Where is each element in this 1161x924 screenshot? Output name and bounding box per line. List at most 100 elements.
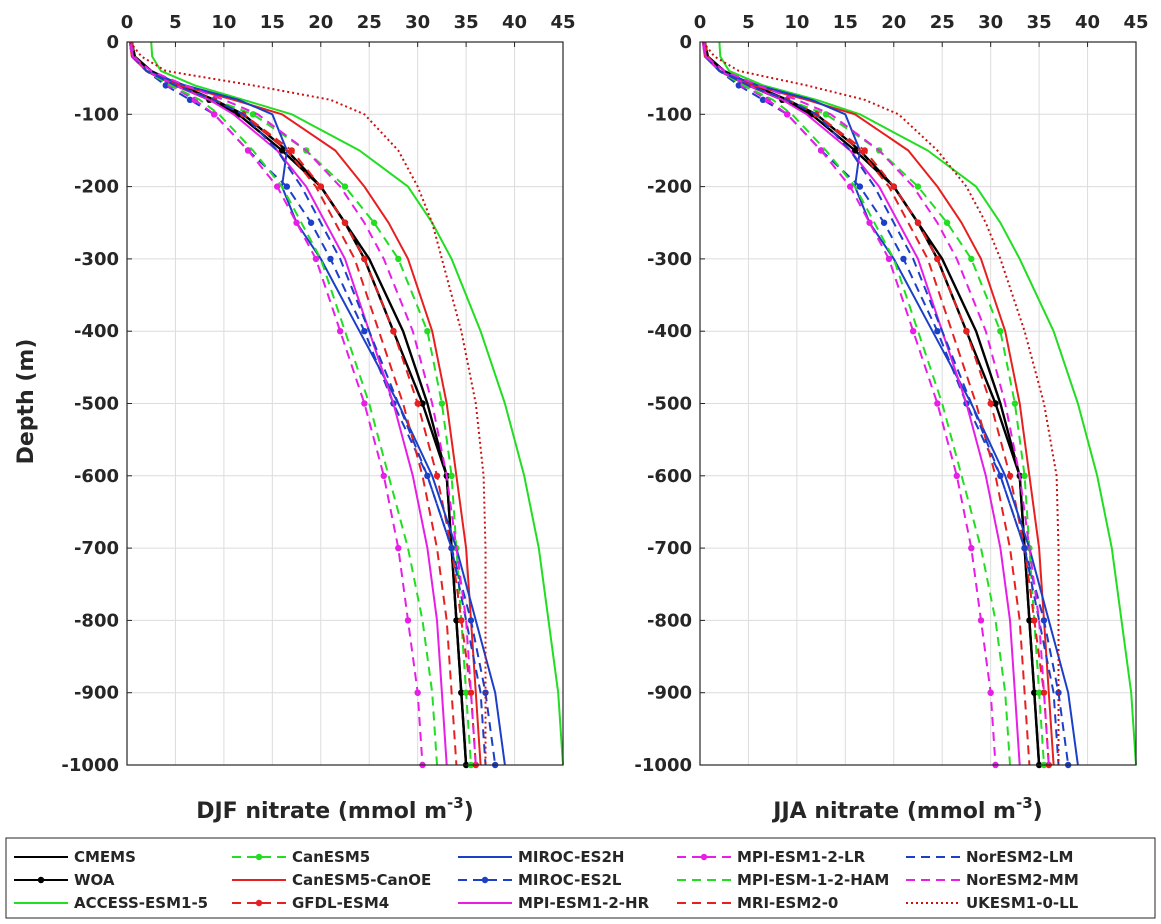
x-tick-label: 10 (211, 12, 236, 33)
series-line-mpi-esm-1-2-ham (702, 41, 1011, 766)
x-tick-label: 10 (784, 12, 809, 33)
series-point-canesm5 (914, 183, 922, 190)
series-point-woa (992, 400, 999, 407)
y-tick-label: -300 (647, 249, 692, 270)
series-point-gfdl-esm4 (963, 328, 970, 335)
x-tick-label: 40 (502, 12, 527, 33)
series-point-miroc-es2l (934, 328, 941, 335)
legend: CMEMS WOA ACCESS-ESM1-5 CanESM5 CanESM5-CanO… (5, 837, 1156, 919)
x-tick-label: 20 (308, 12, 333, 33)
x-axis-label-superscript: -3 (447, 794, 464, 812)
y-tick-label: -1000 (634, 755, 692, 776)
panel-jja: 0 5 10 15 20 25 30 35 40 45 0 -100 -200 -300 -400 -500 -… (634, 12, 1148, 824)
series-point-canesm5 (462, 689, 470, 696)
series-point-gfdl-esm4 (414, 400, 421, 407)
series-point-miroc-es2l (186, 96, 194, 104)
series-line-canesm5-canoe (701, 41, 1055, 766)
x-axis-label-text: DJF nitrate (mmol m (196, 799, 447, 824)
x-tick-label: 35 (454, 12, 479, 33)
series-point-miroc-es2l (448, 544, 455, 552)
series-point-canesm5 (341, 183, 349, 190)
series-point-canesm5 (822, 111, 830, 118)
x-axis-label: JJA nitrate (mmol m-3) (771, 794, 1042, 824)
legend-label-noresm2-mm: NorESM2-MM (966, 871, 1079, 889)
series-line-noresm2-lm (702, 41, 1060, 766)
y-tick-label: -100 (647, 104, 692, 125)
series-point-woa (453, 617, 460, 624)
series-point-mpi-esm1-2-lr (817, 147, 825, 154)
series-point-gfdl-esm4 (288, 147, 295, 154)
series-point-mpi-esm1-2-lr (244, 147, 252, 154)
y-tick-label: -900 (74, 683, 119, 704)
y-tick-label: -200 (647, 177, 692, 198)
legend-label-canesm5-canoe: CanESM5-CanOE (292, 871, 431, 889)
y-tick-label: -900 (647, 683, 692, 704)
series-point-gfdl-esm4 (861, 147, 868, 154)
series-point-gfdl-esm4 (433, 472, 441, 479)
x-axis-label-end: ) (1033, 799, 1043, 824)
series-point-mpi-esm1-2-lr (909, 328, 917, 335)
y-tick-label: -800 (647, 610, 692, 631)
series-point-canesm5 (1021, 472, 1028, 479)
series-point-canesm5 (424, 328, 431, 335)
series-point-miroc-es2l (856, 183, 864, 190)
series-point-miroc-es2l (900, 255, 907, 263)
series-point-miroc-es2l (467, 617, 475, 624)
series-point-canesm5 (370, 219, 378, 226)
x-tick-label: 45 (550, 12, 575, 33)
series-point-miroc-es2l (735, 82, 742, 89)
series-point-gfdl-esm4 (1006, 472, 1014, 479)
legend-marker-mpi-esm1-2-lr (700, 853, 708, 861)
series-point-gfdl-esm4 (341, 219, 349, 226)
series-point-mpi-esm1-2-lr (404, 617, 412, 624)
y-tick-label: -100 (74, 104, 119, 125)
y-tick-label: -500 (74, 394, 119, 415)
series-point-mpi-esm1-2-lr (934, 400, 941, 407)
axes-frame (699, 41, 1137, 766)
x-tick-label: 5 (169, 12, 182, 33)
y-tick-label: 0 (679, 32, 692, 53)
series-point-woa (851, 147, 859, 154)
series-point-mpi-esm1-2-lr (211, 111, 218, 118)
legend-label-mri-esm2-0: MRI-ESM2-0 (737, 894, 838, 912)
series-point-gfdl-esm4 (934, 255, 941, 263)
series-point-mpi-esm1-2-lr (380, 472, 387, 479)
y-tick-label: -600 (74, 466, 119, 487)
y-tick-label: -800 (74, 610, 119, 631)
series-point-canesm5 (395, 255, 402, 263)
y-tick-label: -300 (74, 249, 119, 270)
series-line-canesm5-canoe (128, 41, 482, 766)
x-tick-label: 40 (1075, 12, 1100, 33)
x-tick-label: 15 (833, 12, 858, 33)
x-tick-label: 0 (694, 12, 707, 33)
legend-label-gfdl-esm4: GFDL-ESM4 (292, 894, 389, 912)
series-point-woa (458, 689, 465, 696)
legend-box (5, 837, 1156, 919)
series-point-mpi-esm1-2-lr (846, 183, 854, 190)
legend-marker-canesm5 (255, 853, 263, 861)
series-point-canesm5 (943, 219, 951, 226)
legend-label-mpi-esm-1-2-ham: MPI-ESM-1-2-HAM (737, 871, 889, 889)
x-tick-label: 35 (1027, 12, 1052, 33)
legend-label-access-esm1-5: ACCESS-ESM1-5 (74, 894, 208, 912)
x-tick-label: 15 (260, 12, 285, 33)
series-point-mpi-esm1-2-lr (968, 544, 975, 552)
series-point-mpi-esm1-2-lr (312, 255, 320, 263)
series-point-miroc-es2l (162, 82, 169, 89)
x-tick-label: 5 (742, 12, 755, 33)
x-tick-label: 25 (357, 12, 382, 33)
series-point-woa (1031, 689, 1038, 696)
series-line-noresm2-lm (129, 41, 487, 766)
x-tick-label: 0 (121, 12, 134, 33)
series-point-mpi-esm1-2-lr (361, 400, 368, 407)
series-line-mri-esm2-0 (702, 41, 1031, 766)
series-point-mpi-esm1-2-lr (293, 219, 300, 226)
series-point-miroc-es2l (1055, 689, 1062, 696)
series-point-mpi-esm1-2-lr (866, 219, 873, 226)
series-line-noresm2-mm (129, 41, 477, 766)
y-tick-label: -500 (647, 394, 692, 415)
y-tick-label: -400 (647, 321, 692, 342)
legend-label-woa: WOA (74, 871, 115, 889)
series-point-mpi-esm1-2-lr (885, 255, 893, 263)
